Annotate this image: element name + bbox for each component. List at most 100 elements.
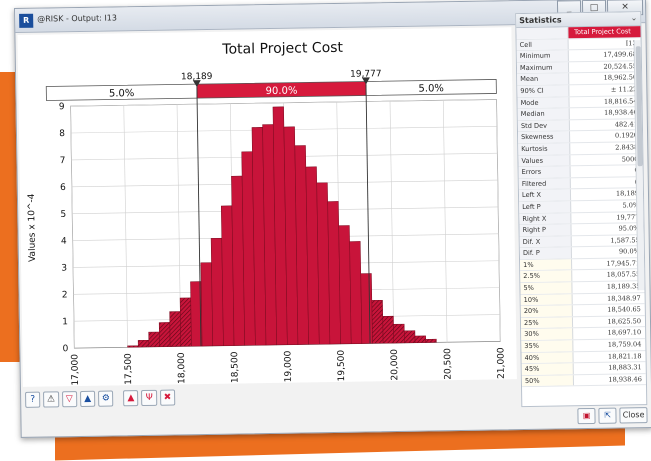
y-axis-label: Values x 10^-4: [27, 193, 38, 262]
statistics-row-label: 35%: [521, 340, 574, 352]
histogram-chart: Total Project Cost 5.0% 90.0% 5.0% 18,189 19,…: [17, 27, 517, 387]
chart-toolbar: ? ⚠ ▽ ▲ ⚙ ▲ Ψ ✖: [25, 387, 176, 411]
y-tick-label: 6: [60, 183, 66, 193]
x-tick-label: 18,500: [230, 351, 240, 383]
marker-icon[interactable]: Ψ: [141, 389, 158, 407]
statistics-row-label: Dif. P: [519, 247, 572, 259]
statistics-row-label: Errors: [518, 166, 571, 178]
statistics-row-value: 18,625.50: [607, 317, 642, 326]
statistics-row-label: 40%: [521, 351, 574, 364]
middle-percent-label: 90.0%: [266, 86, 298, 97]
window-title: @RISK - Output: I13: [37, 13, 118, 24]
statistics-row: 50% 18,938.46: [521, 373, 647, 388]
statistics-row-label: Std Dev: [517, 120, 570, 132]
y-tick-label: 8: [59, 129, 65, 139]
statistics-header-label: [516, 27, 569, 39]
histogram-bar: [327, 201, 341, 345]
chevron-down-icon[interactable]: ⌄: [630, 13, 638, 23]
statistics-row-value: ± 11.22: [610, 85, 638, 94]
histogram-bar: [148, 331, 160, 348]
x-tick-label: 20,500: [443, 348, 453, 380]
export-icon[interactable]: ⇱: [598, 407, 617, 424]
histogram-bar: [382, 315, 395, 344]
histogram-bar: [158, 322, 171, 348]
statistics-row-value: 18,938.46: [608, 374, 642, 384]
statistics-panel: Statistics ⌄ Total Project Cost Cell I13 M…: [515, 11, 648, 408]
statistics-row-value: 5.0%: [622, 201, 640, 210]
left-marker-line: [196, 87, 202, 347]
statistics-row-value: 20,524.55: [603, 62, 638, 71]
help-icon[interactable]: ?: [25, 391, 41, 408]
grid-line-x: [442, 100, 448, 343]
statistics-row-value: 482.41: [614, 119, 638, 129]
statistics-row-value: 18,883.31: [608, 363, 642, 372]
histogram-bar: [371, 299, 384, 344]
statistics-row-value: 18,821.18: [607, 351, 642, 361]
grid-line-x: [496, 99, 501, 342]
histogram-bar: [425, 338, 437, 343]
right-marker-label: 19,777: [350, 69, 382, 79]
close-button[interactable]: Close: [619, 407, 648, 424]
statistics-row-value: 18,057.55: [606, 270, 641, 280]
y-tick-label: 9: [59, 102, 65, 112]
statistics-row-value: 18,189: [615, 189, 640, 198]
statistics-row-value: 18,697.10: [607, 328, 642, 338]
statistics-row-value: 0.1920: [614, 131, 639, 140]
statistics-row-label: 45%: [521, 363, 574, 375]
histogram-icon[interactable]: ▲: [79, 390, 96, 408]
y-tick-label: 2: [62, 290, 68, 300]
statistics-row-label: 5%: [520, 282, 573, 294]
statistics-row-label: Dif. X: [519, 235, 572, 248]
statistics-row-label: Maximum: [516, 62, 570, 74]
histogram-svg: Total Project Cost 5.0% 90.0% 5.0% 18,189 19,…: [27, 40, 507, 386]
statistics-row-value: 17,945.71: [606, 259, 641, 268]
scrollbar-thumb[interactable]: [635, 46, 643, 167]
left-marker-label: 18,189: [181, 72, 213, 82]
y-tick-label: 0: [63, 344, 69, 354]
distribution-icon[interactable]: ⚠: [43, 391, 59, 408]
histogram-bar: [169, 311, 182, 347]
statistics-row-value: 19,777: [616, 212, 640, 222]
statistics-row-label: 1%: [520, 259, 573, 271]
left-percent-label: 5.0%: [109, 88, 135, 99]
chart-title: Total Project Cost: [221, 40, 343, 58]
settings-icon[interactable]: ⚙: [98, 390, 114, 407]
statistics-row-value: 1,587.55: [610, 235, 640, 245]
grid-line-x: [389, 101, 395, 344]
histogram-bar: [349, 241, 363, 344]
y-tick-label: 5: [60, 210, 66, 220]
right-marker-handle: [361, 77, 370, 85]
statistics-row-label: Left X: [518, 189, 572, 201]
x-tick-label: 20,000: [390, 349, 400, 381]
statistics-row-label: Filtered: [518, 177, 571, 190]
statistics-row-label: Mean: [517, 73, 570, 86]
statistics-row-label: 90% CI: [517, 85, 570, 97]
close-marker-icon[interactable]: ✖: [159, 389, 176, 406]
risk-app-icon: R: [19, 13, 34, 28]
triangle-red-icon[interactable]: ▲: [123, 390, 139, 407]
risk-output-window: R @RISK - Output: I13 _ □ ✕ Total Projec…: [14, 0, 651, 438]
statistics-row-value: 18,348.97: [607, 293, 641, 303]
statistics-row-value: 0: [571, 165, 643, 177]
triangle-icon[interactable]: ▽: [61, 391, 78, 408]
statistics-header-value: Total Project Cost: [568, 26, 641, 38]
histogram-bar: [200, 262, 214, 347]
statistics-row-value: I13: [625, 38, 637, 47]
histogram-bar: [414, 335, 427, 343]
statistics-row-label: Right X: [519, 212, 572, 225]
y-tick-label: 4: [61, 237, 67, 247]
y-tick-label: 3: [61, 264, 67, 274]
histogram-bar: [393, 323, 405, 344]
statistics-row-label: 20%: [520, 305, 573, 317]
comment-icon[interactable]: ▣: [577, 407, 596, 425]
right-percent-label: 5.0%: [418, 83, 444, 94]
statistics-row-value: 18,759.04: [607, 340, 642, 349]
grid-line-x: [70, 106, 75, 349]
x-tick-label: 19,500: [337, 350, 347, 382]
statistics-row-value: 18,962.50: [603, 73, 638, 83]
histogram-bar: [404, 330, 416, 344]
statistics-row-label: Right P: [519, 224, 572, 236]
x-tick-label: 17,500: [124, 353, 134, 385]
statistics-row-label: Cell: [516, 38, 569, 51]
histogram-bar: [179, 297, 192, 347]
